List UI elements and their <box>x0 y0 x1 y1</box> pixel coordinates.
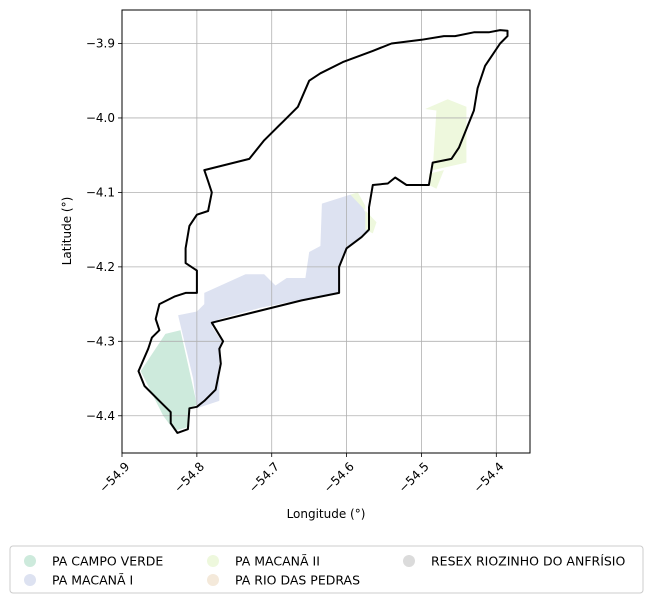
y-tick-label: −4.2 <box>86 260 115 274</box>
y-axis-ticks: −3.9 −4.0 −4.1 −4.2 −4.3 −4.4 <box>86 37 122 423</box>
legend-label: PA MACANÃ II <box>235 554 320 569</box>
area-boundary-outline <box>137 29 509 434</box>
x-axis-label: Longitude (°) <box>287 507 366 521</box>
boundary-layer <box>137 29 509 434</box>
region-pa-macana-i <box>178 194 373 409</box>
gridlines <box>122 10 530 453</box>
legend-label: PA RIO DAS PEDRAS <box>235 573 360 588</box>
y-axis-label: Latitude (°) <box>60 197 74 266</box>
legend-swatch <box>24 574 36 586</box>
y-tick-label: −4.1 <box>86 185 115 199</box>
region-pa-macana-ii-3 <box>428 170 444 189</box>
y-tick-label: −4.4 <box>86 409 115 423</box>
legend-swatch <box>24 555 36 567</box>
legend: PA CAMPO VERDE PA MACANÃ I PA MACANÃ II PA … <box>9 545 644 594</box>
y-tick-label: −3.9 <box>86 37 115 51</box>
legend-swatch <box>207 555 219 567</box>
legend-box <box>9 545 644 594</box>
legend-label: RESEX RIOZINHO DO ANFRÍSIO <box>431 554 625 569</box>
legend-swatch <box>403 555 415 567</box>
axes-frame <box>121 9 531 454</box>
y-tick-label: −4.0 <box>86 111 115 125</box>
legend-label: PA CAMPO VERDE <box>52 554 163 569</box>
map-plot-area <box>121 9 531 454</box>
y-tick-label: −4.3 <box>86 334 115 348</box>
legend-label: PA MACANÃ I <box>52 573 133 588</box>
legend-items: PA CAMPO VERDE PA MACANÃ I PA MACANÃ II PA … <box>24 554 625 588</box>
legend-swatch <box>207 574 219 586</box>
region-pa-campo-verde <box>140 330 197 431</box>
